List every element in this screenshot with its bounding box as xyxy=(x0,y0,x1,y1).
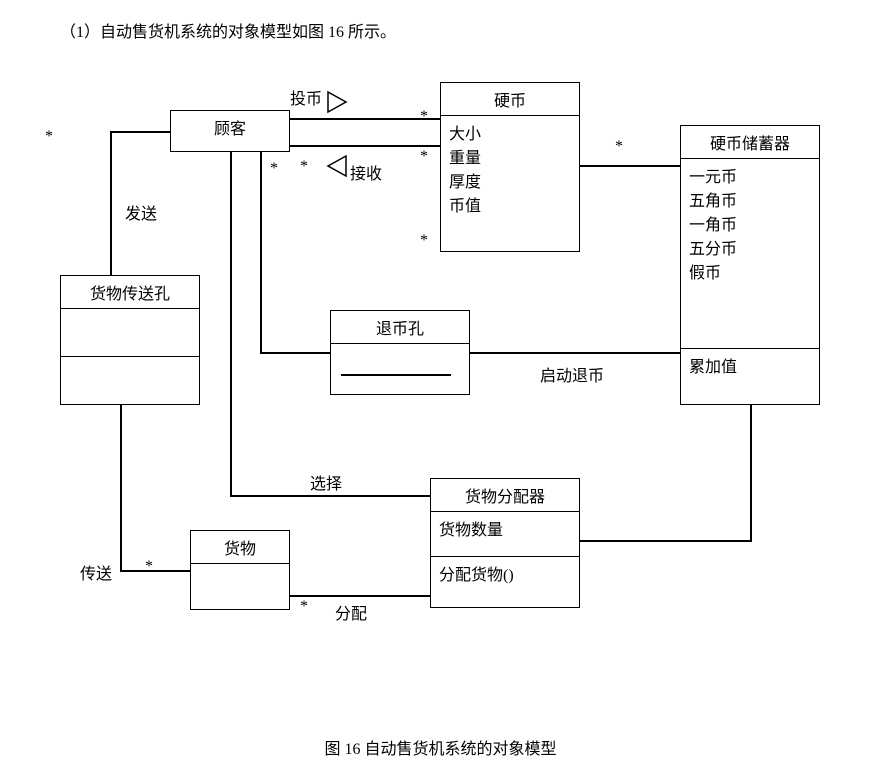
mult: * xyxy=(45,128,53,146)
mult: * xyxy=(270,160,278,178)
store-attrs: 一元币 五角币 一角币 五分币 假币 xyxy=(681,158,819,348)
store-op: 累加值 xyxy=(689,353,811,377)
class-delivery-hole-name: 货物传送孔 xyxy=(61,276,199,308)
class-store-name: 硬币储蓄器 xyxy=(681,126,819,158)
edge-goods-disp xyxy=(290,595,430,597)
store-attr: 五分币 xyxy=(689,235,811,259)
goods-empty xyxy=(191,563,289,609)
class-return-hole: 退币孔 xyxy=(330,310,470,395)
label-send: 发送 xyxy=(125,200,157,224)
store-attr: 一角币 xyxy=(689,211,811,235)
edge-coin-store xyxy=(580,165,680,167)
mult: * xyxy=(615,138,623,156)
edge-disp-store-v xyxy=(750,405,752,542)
class-goods: 货物 xyxy=(190,530,290,610)
edge-select-h xyxy=(230,495,430,497)
top-caption: （1）自动售货机系统的对象模型如图 16 所示。 xyxy=(60,18,396,42)
coin-attrs: 大小 重量 厚度 币值 xyxy=(441,115,579,253)
label-transfer: 传送 xyxy=(80,560,112,584)
figure-caption: 图 16 自动售货机系统的对象模型 xyxy=(0,735,881,759)
mult: * xyxy=(420,108,428,126)
coin-attr: 大小 xyxy=(449,120,571,144)
store-attr: 假币 xyxy=(689,259,811,283)
coin-attr: 厚度 xyxy=(449,168,571,192)
store-attr: 五角币 xyxy=(689,187,811,211)
edge-deliver-goods-h xyxy=(120,570,190,572)
class-coin: 硬币 大小 重量 厚度 币值 xyxy=(440,82,580,252)
edge-disp-store-h xyxy=(580,540,750,542)
mult: * xyxy=(420,232,428,250)
label-return-start: 启动退币 xyxy=(540,362,604,386)
label-select: 选择 xyxy=(310,470,342,494)
edge-receive xyxy=(290,145,440,147)
dispenser-op: 分配货物() xyxy=(439,561,571,585)
edge-customer-return-h xyxy=(260,352,330,354)
edge-toss xyxy=(290,118,440,120)
arrowhead-toss xyxy=(328,92,346,112)
class-customer-name: 顾客 xyxy=(171,111,289,143)
class-dispenser-name: 货物分配器 xyxy=(431,479,579,511)
class-dispenser: 货物分配器 货物数量 分配货物() xyxy=(430,478,580,608)
diagram-canvas: （1）自动售货机系统的对象模型如图 16 所示。 顾客 硬币 大小 重量 厚度 … xyxy=(0,0,881,772)
mult: * xyxy=(145,558,153,576)
label-receive: 接收 xyxy=(350,160,382,184)
delivery-hole-empty xyxy=(61,308,199,356)
dispenser-attr: 货物数量 xyxy=(439,516,571,540)
class-goods-name: 货物 xyxy=(191,531,289,563)
mult: * xyxy=(420,148,428,166)
edge-send-h xyxy=(110,131,170,133)
edge-send-v xyxy=(110,131,112,275)
delivery-hole-empty xyxy=(61,356,199,404)
store-attr: 一元币 xyxy=(689,163,811,187)
store-ops: 累加值 xyxy=(681,348,819,398)
edge-select-v xyxy=(230,152,232,495)
return-hole-empty xyxy=(331,343,469,396)
label-toss: 投币 xyxy=(290,85,322,109)
class-store: 硬币储蓄器 一元币 五角币 一角币 五分币 假币 累加值 xyxy=(680,125,820,405)
class-return-hole-name: 退币孔 xyxy=(331,311,469,343)
mult: * xyxy=(300,598,308,616)
edge-customer-return xyxy=(260,152,262,352)
dispenser-attrs: 货物数量 xyxy=(431,511,579,556)
mult: * xyxy=(300,158,308,176)
coin-attr: 重量 xyxy=(449,144,571,168)
label-dispatch: 分配 xyxy=(335,600,367,624)
class-coin-name: 硬币 xyxy=(441,83,579,115)
edge-return-store xyxy=(470,352,680,354)
arrowhead-receive xyxy=(328,156,346,176)
class-delivery-hole: 货物传送孔 xyxy=(60,275,200,405)
class-customer: 顾客 xyxy=(170,110,290,152)
edge-deliver-goods-v xyxy=(120,405,122,570)
coin-attr: 币值 xyxy=(449,192,571,216)
dispenser-ops: 分配货物() xyxy=(431,556,579,606)
